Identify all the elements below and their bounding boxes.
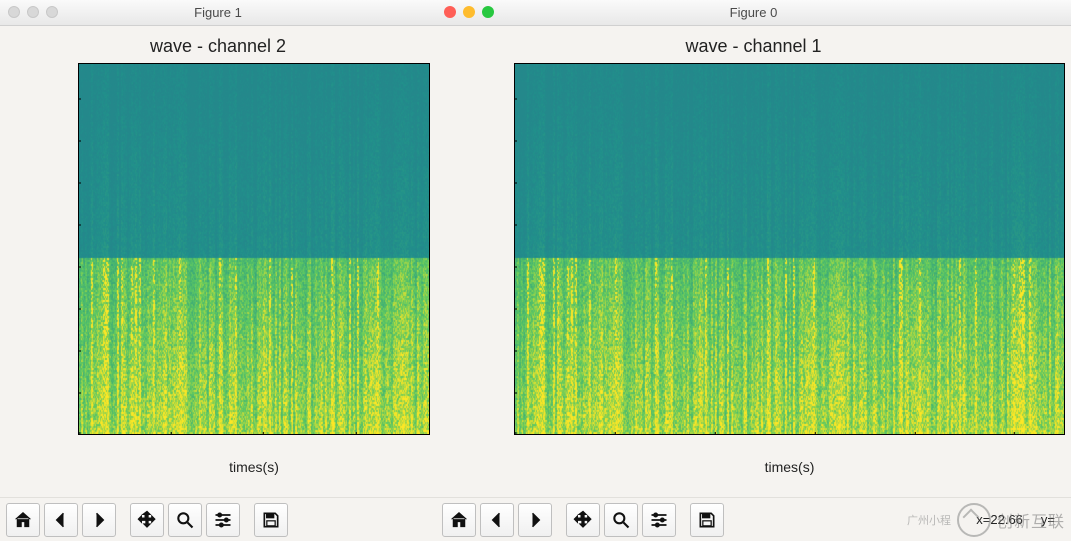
configure-button[interactable]: [206, 503, 240, 537]
plot-title: wave - channel 1: [436, 36, 1071, 57]
back-button[interactable]: [44, 503, 78, 537]
x-axis-label: times(s): [78, 459, 430, 475]
forward-button[interactable]: [518, 503, 552, 537]
titlebar[interactable]: Figure 1: [0, 0, 436, 26]
titlebar[interactable]: Figure 0: [436, 0, 1071, 26]
x-axis-label: times(s): [514, 459, 1065, 475]
plot-title: wave - channel 2: [0, 36, 436, 57]
forward-icon: [89, 510, 109, 530]
home-button[interactable]: [442, 503, 476, 537]
back-icon: [51, 510, 71, 530]
cursor-coords: x=22.66 y=: [976, 512, 1065, 527]
back-button[interactable]: [480, 503, 514, 537]
spectrogram-axes[interactable]: 02500500075001000012500150001750020000 0…: [514, 63, 1065, 435]
save-icon: [697, 510, 717, 530]
figure-window-1: Figure 1 wave - channel 2 Frequency(Hz) …: [0, 0, 436, 541]
minimize-icon[interactable]: [463, 6, 475, 18]
cursor-y: y=: [1041, 512, 1055, 527]
pan-button[interactable]: [566, 503, 600, 537]
pan-icon: [137, 510, 157, 530]
close-icon[interactable]: [8, 6, 20, 18]
zoom-button[interactable]: [168, 503, 202, 537]
configure-icon: [649, 510, 669, 530]
save-button[interactable]: [254, 503, 288, 537]
zoom-icon: [175, 510, 195, 530]
zoom-button[interactable]: [604, 503, 638, 537]
minimize-icon[interactable]: [27, 6, 39, 18]
configure-icon: [213, 510, 233, 530]
window-title: Figure 1: [194, 5, 242, 20]
spectrogram-axes[interactable]: 02500500075001000012500150001750020000 0…: [78, 63, 430, 435]
figure-window-0: Figure 0 wave - channel 1 Frequency(Hz) …: [436, 0, 1071, 541]
cursor-x: x=22.66: [976, 512, 1023, 527]
traffic-lights: [8, 6, 58, 18]
plot-box: Frequency(Hz) 02500500075001000012500150…: [514, 63, 1065, 475]
back-icon: [487, 510, 507, 530]
home-icon: [13, 510, 33, 530]
home-button[interactable]: [6, 503, 40, 537]
spectrogram-canvas: [515, 64, 1064, 434]
traffic-lights: [444, 6, 494, 18]
spectrogram-canvas: [79, 64, 429, 434]
matplotlib-toolbar: x=22.66 y=: [436, 497, 1071, 541]
configure-button[interactable]: [642, 503, 676, 537]
plot-box: Frequency(Hz) 02500500075001000012500150…: [78, 63, 430, 475]
close-icon[interactable]: [444, 6, 456, 18]
maximize-icon[interactable]: [46, 6, 58, 18]
save-icon: [261, 510, 281, 530]
maximize-icon[interactable]: [482, 6, 494, 18]
figure-area: wave - channel 2 Frequency(Hz) 025005000…: [0, 26, 436, 497]
forward-icon: [525, 510, 545, 530]
figure-area: wave - channel 1 Frequency(Hz) 025005000…: [436, 26, 1071, 497]
pan-icon: [573, 510, 593, 530]
pan-button[interactable]: [130, 503, 164, 537]
matplotlib-toolbar: [0, 497, 436, 541]
zoom-icon: [611, 510, 631, 530]
forward-button[interactable]: [82, 503, 116, 537]
home-icon: [449, 510, 469, 530]
save-button[interactable]: [690, 503, 724, 537]
window-title: Figure 0: [730, 5, 778, 20]
